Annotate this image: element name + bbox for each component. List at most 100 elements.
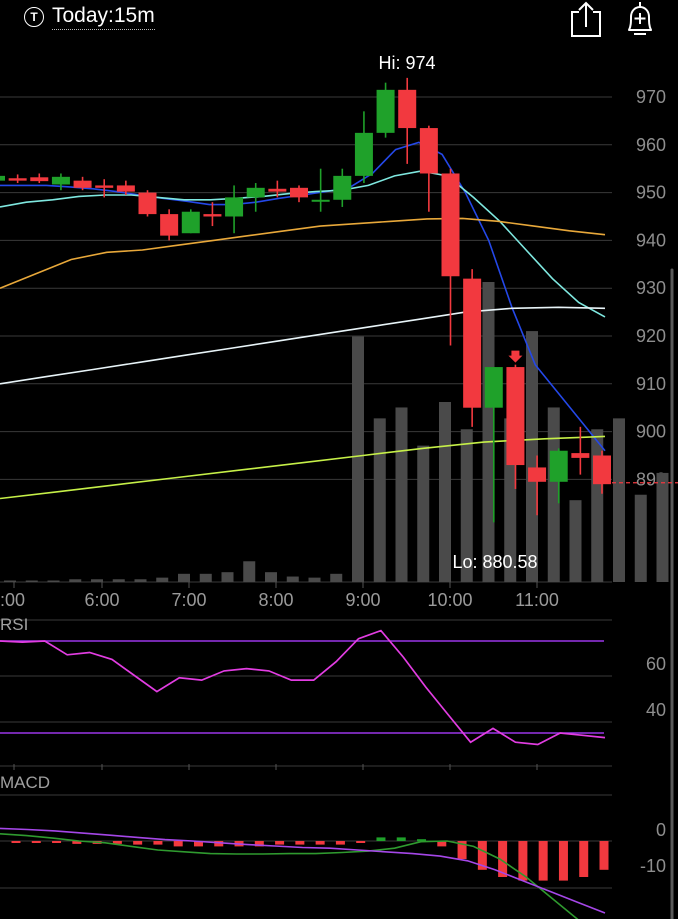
candle-body <box>95 185 114 188</box>
macd-panel: MACD 0 -10 <box>0 773 666 919</box>
add-alert-bell-icon <box>628 2 652 35</box>
macd-histogram-bar <box>11 841 21 843</box>
candle-body <box>203 214 222 217</box>
candle-body <box>290 187 308 198</box>
volume-bar <box>91 579 103 582</box>
candle-body <box>268 188 287 192</box>
macd-histogram-bar <box>457 841 467 859</box>
candle-body <box>30 177 49 182</box>
volume-bar <box>112 579 125 582</box>
macd-line <box>0 833 579 919</box>
candle-body <box>354 132 373 176</box>
volume-bar <box>482 282 495 582</box>
candle-body <box>225 197 244 217</box>
macd-histogram-bar <box>437 841 447 847</box>
rsi-tick-label: 40 <box>646 700 666 720</box>
candle-body <box>8 178 27 181</box>
candle-body <box>311 199 330 202</box>
time-tick-label: 10:00 <box>427 590 472 610</box>
low-price-label: Lo: 880.58 <box>452 552 537 572</box>
time-tick-label: 8:00 <box>258 590 293 610</box>
macd-histogram-bar <box>477 841 487 870</box>
macd-histogram-bar <box>72 841 82 844</box>
macd-histogram-bar <box>295 841 305 845</box>
candle-body <box>549 450 568 482</box>
macd-histogram-bar <box>538 841 548 881</box>
macd-histogram-bar <box>579 841 589 877</box>
price-tick-label: 910 <box>636 374 666 394</box>
volume-bar <box>47 580 60 582</box>
volume-bar <box>308 577 321 582</box>
volume-bar <box>134 579 147 582</box>
candle-body <box>463 278 482 408</box>
volume-bar <box>221 572 234 582</box>
high-price-label: Hi: 974 <box>378 53 435 73</box>
candle-body <box>138 192 157 215</box>
macd-histogram-bar <box>335 841 345 845</box>
macd-histogram-bar <box>52 841 62 843</box>
volume-bar <box>395 407 408 582</box>
share-button[interactable] <box>566 0 606 40</box>
sell-signal-arrow <box>508 350 523 363</box>
share-icon <box>571 1 601 37</box>
volume-bar <box>439 402 451 582</box>
macd-histogram-bar <box>599 841 609 870</box>
candle-body <box>73 180 92 188</box>
rsi-label: RSI <box>0 615 28 634</box>
chart-labels: Hi: 974 Lo: 880.58 <box>378 53 678 572</box>
macd-histogram-bar <box>254 841 264 847</box>
timeframe-selector[interactable]: T Today:15m <box>24 4 155 30</box>
time-tick-label: 11:00 <box>515 590 559 610</box>
candle-body <box>441 173 460 277</box>
macd-histogram-bar <box>112 841 122 844</box>
moving-average-line <box>0 435 606 500</box>
add-alert-button[interactable] <box>620 0 660 40</box>
price-tick-label: 930 <box>636 278 666 298</box>
timeframe-clock-icon: T <box>24 7 44 27</box>
macd-tick-label: -10 <box>640 856 666 876</box>
macd-histogram-bar <box>31 841 41 843</box>
macd-histogram-bar <box>498 841 508 877</box>
macd-histogram-bar <box>376 837 386 841</box>
volume-bar <box>330 573 343 582</box>
candle-body <box>528 467 547 482</box>
price-tick-label: 940 <box>636 230 666 250</box>
macd-histogram-bar <box>558 841 568 881</box>
macd-label: MACD <box>0 773 50 792</box>
candle-body <box>376 89 395 133</box>
volume-bar <box>613 418 625 582</box>
price-tick-label: 960 <box>636 135 666 155</box>
volume-bar <box>526 331 538 582</box>
macd-histogram-bar <box>214 841 224 847</box>
volume-bar <box>25 580 38 582</box>
volume-bar <box>352 336 364 582</box>
time-tick-label: :00 <box>0 590 25 610</box>
macd-tick-label: 0 <box>656 820 666 840</box>
rsi-panel: RSI 60 40 <box>0 615 666 770</box>
candle-body <box>333 175 352 200</box>
macd-histogram-bar <box>173 841 183 847</box>
volume-bar <box>373 418 386 582</box>
macd-histogram-bar <box>275 841 285 845</box>
macd-histogram-bar <box>356 841 366 843</box>
price-tick-label: 920 <box>636 326 666 346</box>
candle-body <box>246 187 265 198</box>
volume-bar <box>634 494 647 582</box>
price-tick-label: 900 <box>636 422 666 442</box>
candle-body <box>484 367 503 408</box>
rsi-line <box>0 629 606 746</box>
macd-histogram-bar <box>518 841 528 881</box>
moving-average-line <box>0 306 606 385</box>
macd-histogram-bar <box>315 841 325 845</box>
candle-body <box>506 367 525 466</box>
candle-body <box>181 211 200 234</box>
volume-bar <box>178 573 190 582</box>
candle-body <box>419 128 438 174</box>
volume-bar <box>69 579 82 582</box>
time-tick-label: 7:00 <box>171 590 206 610</box>
candle-body <box>0 175 5 181</box>
price-tick-label: 950 <box>636 183 666 203</box>
candle-body <box>571 453 590 458</box>
top-bar: T Today:15m <box>0 0 678 40</box>
